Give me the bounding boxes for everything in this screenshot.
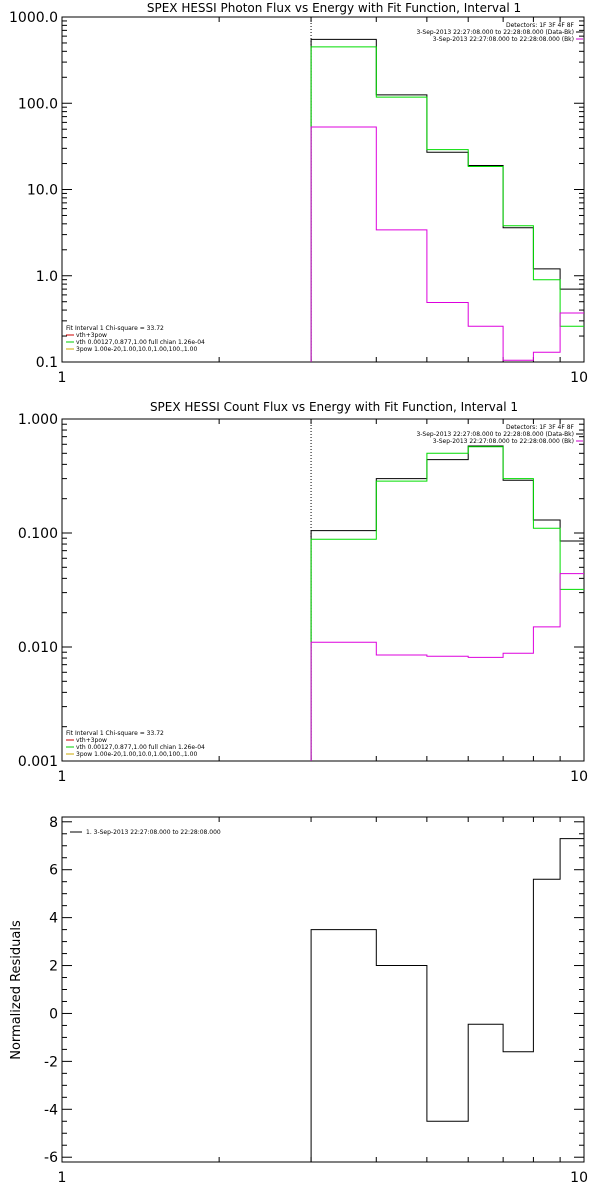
residuals-x-tick-labels: 1 10 — [58, 1170, 588, 1186]
series-step-line — [310, 445, 584, 761]
legend-right-entry: 3-Sep-2013 22:27:08.000 to 22:28:08.000 … — [433, 36, 574, 43]
photon-flux-legend-right: Detectors: 1F 3F 4F 8F 3-Sep-2013 22:27:… — [416, 22, 583, 43]
count-flux-legend-left: Fit Interval 1 Chi-square = 33.72 vth+3p… — [66, 730, 205, 758]
y-tick-label: -2 — [44, 1054, 58, 1070]
legend-left-entry: vth 0.00127,0.877,1.00 full chian 1.26e-… — [76, 744, 205, 751]
residuals-y-tick-labels: -6 -4 -2 0 2 4 6 8 — [44, 815, 58, 1166]
y-tick-label: 0.010 — [18, 640, 58, 656]
count-flux-y-tick-labels: 0.001 0.010 0.100 1.000 — [18, 412, 58, 770]
legend-left-header: Fit Interval 1 Chi-square = 33.72 — [66, 730, 164, 737]
x-tick-label: 1 — [58, 769, 67, 785]
residuals-legend: 1. 3-Sep-2013 22:27:08.000 to 22:28:08.0… — [70, 829, 221, 836]
count-flux-legend-right: Detectors: 1F 3F 4F 8F 3-Sep-2013 22:27:… — [416, 424, 583, 445]
y-tick-label: 0.100 — [18, 526, 58, 542]
x-tick-label: 1 — [58, 1170, 67, 1186]
photon-flux-y-tick-labels: 0.1 1.0 10.0 100.0 1000.0 — [9, 10, 58, 371]
photon-flux-series — [310, 38, 584, 362]
legend-left-header: Fit Interval 1 Chi-square = 33.72 — [66, 325, 164, 332]
series-step-line — [310, 573, 584, 761]
photon-flux-title: SPEX HESSI Photon Flux vs Energy with Fi… — [147, 1, 521, 15]
photon-flux-x-tick-labels: 1 10 — [58, 370, 588, 386]
y-tick-label: 4 — [49, 911, 58, 927]
legend-entry: 1. 3-Sep-2013 22:27:08.000 to 22:28:08.0… — [86, 829, 221, 836]
y-tick-label: -4 — [44, 1102, 58, 1118]
y-tick-label: 0 — [49, 1006, 58, 1022]
legend-left-entry: 3pow 1.00e-20,1.00,10.0,1.00,100.,1.00 — [76, 346, 197, 353]
photon-flux-panel: SPEX HESSI Photon Flux vs Energy with Fi… — [9, 1, 588, 386]
x-tick-label: 10 — [570, 370, 588, 386]
legend-right-entry: 3-Sep-2013 22:27:08.000 to 22:28:08.000 … — [433, 438, 574, 445]
y-tick-label: 1000.0 — [9, 10, 58, 26]
y-tick-label: 0.1 — [36, 355, 58, 371]
legend-right-entry: 3-Sep-2013 22:27:08.000 to 22:28:08.000 … — [416, 431, 574, 438]
residuals-y-axis-label: Normalized Residuals — [9, 920, 24, 1060]
series-step-line — [310, 838, 584, 1162]
y-tick-label: 100.0 — [18, 96, 58, 112]
series-step-line — [310, 38, 584, 362]
residuals-plot-frame — [61, 816, 585, 1163]
y-tick-label: 1.0 — [36, 269, 58, 285]
count-flux-axis-ticks — [61, 418, 585, 762]
series-step-line — [310, 46, 584, 362]
legend-left-entry: 3pow 1.00e-20,1.00,10.0,1.00,100.,1.00 — [76, 751, 197, 758]
x-tick-label: 10 — [570, 1170, 588, 1186]
x-tick-label: 1 — [58, 370, 67, 386]
legend-right-header: Detectors: 1F 3F 4F 8F — [506, 22, 575, 29]
legend-left-entry: vth+3pow — [76, 737, 107, 744]
y-tick-label: 10.0 — [27, 183, 58, 199]
photon-flux-axis-ticks — [61, 16, 585, 363]
y-tick-label: 1.000 — [18, 412, 58, 428]
residuals-axis-ticks — [61, 817, 585, 1162]
count-flux-panel: SPEX HESSI Count Flux vs Energy with Fit… — [18, 400, 588, 785]
residuals-panel: Normalized Residuals -6 -4 -2 0 2 4 6 8 1 10 1. … — [9, 815, 588, 1186]
legend-left-entry: vth+3pow — [76, 332, 107, 339]
y-tick-label: -6 — [44, 1150, 58, 1166]
residuals-series — [310, 838, 584, 1162]
series-step-line — [310, 126, 584, 362]
count-flux-series — [310, 445, 584, 761]
photon-flux-legend-left: Fit Interval 1 Chi-square = 33.72 vth+3p… — [66, 325, 205, 353]
legend-right-entry: 3-Sep-2013 22:27:08.000 to 22:28:08.000 … — [416, 29, 574, 36]
series-step-line — [310, 446, 584, 761]
y-tick-label: 6 — [49, 863, 58, 879]
y-tick-label: 0.001 — [18, 754, 58, 770]
photon-flux-plot-frame — [61, 16, 585, 363]
y-tick-label: 2 — [49, 959, 58, 975]
count-flux-x-tick-labels: 1 10 — [58, 769, 588, 785]
count-flux-title: SPEX HESSI Count Flux vs Energy with Fit… — [150, 400, 518, 414]
legend-left-entry: vth 0.00127,0.877,1.00 full chian 1.26e-… — [76, 339, 205, 346]
legend-right-header: Detectors: 1F 3F 4F 8F — [506, 424, 575, 431]
count-flux-plot-frame — [61, 418, 585, 762]
x-tick-label: 10 — [570, 769, 588, 785]
y-tick-label: 8 — [49, 815, 58, 831]
